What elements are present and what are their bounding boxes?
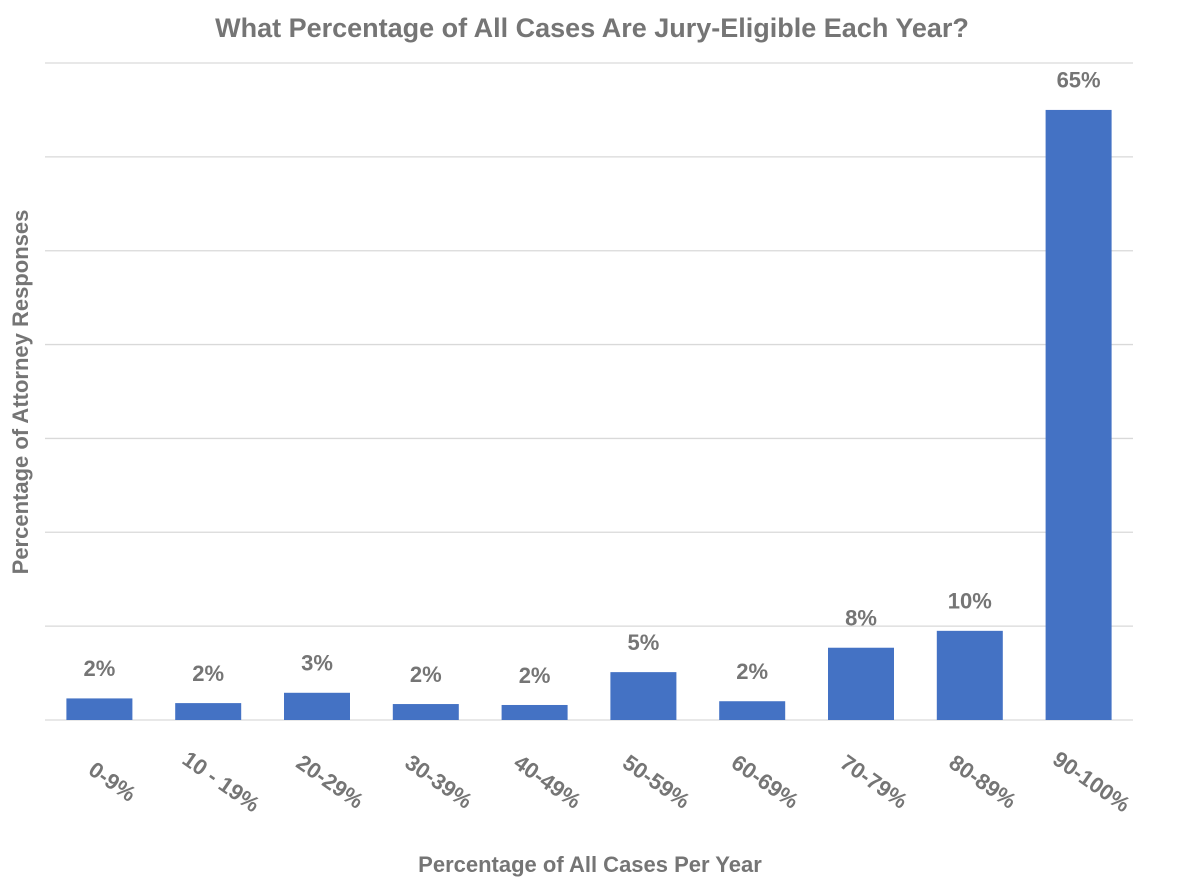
x-tick-label: 0-9%	[84, 757, 140, 807]
x-tick-label: 30-39%	[401, 750, 477, 814]
bar	[284, 692, 350, 720]
x-tick-label: 10 - 19%	[178, 746, 264, 817]
chart-title: What Percentage of All Cases Are Jury-El…	[215, 13, 969, 43]
bar	[66, 698, 133, 720]
x-tick-label: 60-69%	[727, 750, 803, 814]
x-tick-label: 40-49%	[509, 750, 585, 814]
value-label: 10%	[948, 589, 992, 614]
bar	[175, 703, 242, 720]
bar	[392, 704, 459, 720]
bar	[936, 630, 1003, 720]
value-label: 2%	[410, 662, 442, 687]
value-label: 2%	[192, 661, 224, 686]
x-tick-label: 50-59%	[618, 750, 694, 814]
value-label: 5%	[628, 630, 660, 655]
value-label: 2%	[736, 659, 768, 684]
x-tick-label: 80-89%	[945, 750, 1021, 814]
x-tick-label: 70-79%	[836, 750, 912, 814]
value-label: 2%	[519, 663, 551, 688]
bar	[828, 647, 894, 720]
value-label: 3%	[301, 651, 333, 676]
x-tick-label: 20-29%	[292, 750, 368, 814]
value-label: 2%	[84, 656, 116, 681]
value-label: 65%	[1057, 68, 1101, 93]
x-axis-title: Percentage of All Cases Per Year	[418, 852, 762, 877]
y-axis-title: Percentage of Attorney Responses	[8, 210, 33, 575]
bar	[1045, 109, 1112, 720]
bar	[501, 704, 568, 720]
x-tick-label: 90-100%	[1048, 746, 1134, 817]
bar	[719, 701, 786, 720]
bar	[610, 672, 677, 720]
value-label: 8%	[845, 606, 877, 631]
